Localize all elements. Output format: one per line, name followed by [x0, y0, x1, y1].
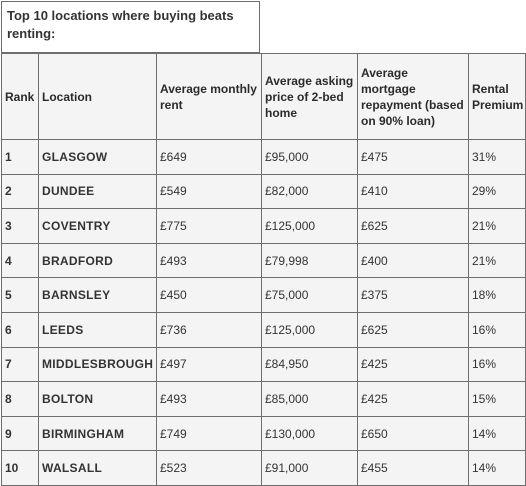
cell-location: COVENTRY: [38, 208, 157, 244]
cell-location: BRADFORD: [38, 242, 157, 279]
cell-rental-premium: 15%: [468, 381, 526, 417]
header-rental-premium: Rental Premium: [468, 53, 526, 140]
header-average-monthly-rent: Average monthly rent: [156, 53, 262, 140]
cell-monthly-rent: £775: [156, 208, 262, 244]
cell-asking-price: £125,000: [261, 311, 358, 348]
cell-rank: 7: [1, 346, 39, 383]
cell-mortgage-repayment: £400: [357, 242, 469, 279]
cell-monthly-rent: £549: [156, 173, 262, 210]
cell-rank: 3: [1, 208, 39, 244]
cell-rental-premium: 14%: [468, 415, 526, 452]
cell-rental-premium: 21%: [468, 242, 526, 279]
table-row: 7 MIDDLESBROUGH £497 £84,950 £425 16%: [1, 346, 526, 383]
header-average-mortgage-repayment: Average mortgage repayment (based on 90%…: [357, 53, 469, 140]
cell-rental-premium: 14%: [468, 450, 526, 486]
cell-rank: 2: [1, 173, 39, 210]
cell-location: BARNSLEY: [38, 277, 157, 313]
cell-rental-premium: 31%: [468, 139, 526, 175]
table-row: 8 BOLTON £493 £85,000 £425 15%: [1, 381, 526, 417]
cell-monthly-rent: £649: [156, 139, 262, 175]
cell-location: BIRMINGHAM: [38, 415, 157, 452]
cell-monthly-rent: £493: [156, 242, 262, 279]
cell-rank: 4: [1, 242, 39, 279]
cell-monthly-rent: £450: [156, 277, 262, 313]
cell-rank: 1: [1, 139, 39, 175]
cell-asking-price: £91,000: [261, 450, 358, 486]
cell-mortgage-repayment: £425: [357, 381, 469, 417]
cell-rental-premium: 21%: [468, 208, 526, 244]
cell-location: WALSALL: [38, 450, 157, 486]
cell-monthly-rent: £736: [156, 311, 262, 348]
cell-asking-price: £75,000: [261, 277, 358, 313]
header-average-asking-price: Average asking price of 2-bed home: [261, 53, 358, 140]
cell-mortgage-repayment: £625: [357, 208, 469, 244]
cell-mortgage-repayment: £475: [357, 139, 469, 175]
cell-rank: 6: [1, 311, 39, 348]
cell-mortgage-repayment: £375: [357, 277, 469, 313]
header-rank: Rank: [1, 53, 39, 140]
cell-monthly-rent: £497: [156, 346, 262, 383]
table-row: 1 GLASGOW £649 £95,000 £475 31%: [1, 139, 526, 175]
header-row: Rank Location Average monthly rent Avera…: [1, 53, 526, 140]
table-title-box: Top 10 locations where buying beats rent…: [1, 1, 260, 53]
table-row: 9 BIRMINGHAM £749 £130,000 £650 14%: [1, 415, 526, 452]
locations-table: Rank Location Average monthly rent Avera…: [1, 53, 526, 486]
cell-mortgage-repayment: £425: [357, 346, 469, 383]
cell-mortgage-repayment: £410: [357, 173, 469, 210]
cell-mortgage-repayment: £625: [357, 311, 469, 348]
cell-rental-premium: 29%: [468, 173, 526, 210]
cell-asking-price: £85,000: [261, 381, 358, 417]
table-row: 10 WALSALL £523 £91,000 £455 14%: [1, 450, 526, 486]
header-location: Location: [38, 53, 157, 140]
cell-asking-price: £82,000: [261, 173, 358, 210]
cell-monthly-rent: £493: [156, 381, 262, 417]
cell-mortgage-repayment: £650: [357, 415, 469, 452]
cell-monthly-rent: £523: [156, 450, 262, 486]
table-title: Top 10 locations where buying beats rent…: [7, 8, 234, 41]
cell-location: LEEDS: [38, 311, 157, 348]
cell-asking-price: £95,000: [261, 139, 358, 175]
cell-mortgage-repayment: £455: [357, 450, 469, 486]
cell-location: DUNDEE: [38, 173, 157, 210]
cell-monthly-rent: £749: [156, 415, 262, 452]
cell-rental-premium: 18%: [468, 277, 526, 313]
cell-location: BOLTON: [38, 381, 157, 417]
table-row: 3 COVENTRY £775 £125,000 £625 21%: [1, 208, 526, 244]
table-row: 4 BRADFORD £493 £79,998 £400 21%: [1, 242, 526, 279]
cell-rental-premium: 16%: [468, 311, 526, 348]
cell-asking-price: £84,950: [261, 346, 358, 383]
cell-rank: 10: [1, 450, 39, 486]
table-row: 2 DUNDEE £549 £82,000 £410 29%: [1, 173, 526, 210]
cell-rank: 8: [1, 381, 39, 417]
table-row: 6 LEEDS £736 £125,000 £625 16%: [1, 311, 526, 348]
table-row: 5 BARNSLEY £450 £75,000 £375 18%: [1, 277, 526, 313]
cell-rank: 5: [1, 277, 39, 313]
cell-rental-premium: 16%: [468, 346, 526, 383]
cell-asking-price: £130,000: [261, 415, 358, 452]
cell-location: MIDDLESBROUGH: [38, 346, 157, 383]
cell-asking-price: £79,998: [261, 242, 358, 279]
cell-location: GLASGOW: [38, 139, 157, 175]
cell-rank: 9: [1, 415, 39, 452]
cell-asking-price: £125,000: [261, 208, 358, 244]
